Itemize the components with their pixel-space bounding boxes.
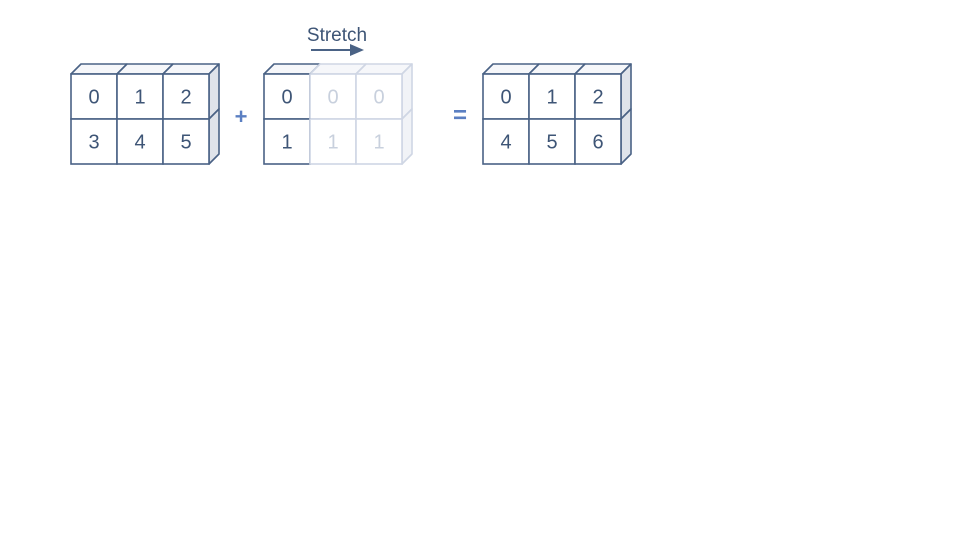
matrix-b-broadcast: 0 0 0 1 1 1 (263, 63, 413, 165)
cube-front-face (162, 73, 210, 120)
cube-front-face (162, 118, 210, 165)
cube-side-face (401, 108, 413, 165)
cube-front-face (70, 73, 118, 120)
cell-value: 4 (500, 132, 511, 154)
cube-front-face (116, 118, 164, 165)
cell-value: 0 (327, 87, 338, 109)
stretch-annotation: Stretch (307, 25, 367, 56)
cell-value: 0 (373, 87, 384, 109)
cell-value: 0 (281, 87, 292, 109)
cube-front-face (574, 73, 622, 120)
stretch-arrow-head (350, 44, 364, 56)
cell-value: 5 (180, 132, 191, 154)
equals-operator: = (453, 102, 467, 129)
cell-value: 3 (88, 132, 99, 154)
matrix-a: 0 1 2 3 4 5 (70, 63, 220, 165)
stretch-label: Stretch (307, 25, 367, 46)
matrix-result: 0 1 2 4 5 6 (482, 63, 632, 165)
cube-front-face (70, 118, 118, 165)
cell-value: 5 (546, 132, 557, 154)
cell-value: 2 (592, 87, 603, 109)
cell-value: 2 (180, 87, 191, 109)
cube-front-face (263, 118, 311, 165)
cube-front-face (355, 73, 403, 120)
cell-value: 1 (281, 132, 292, 154)
cell-value: 1 (546, 87, 557, 109)
cube-front-face (309, 73, 357, 120)
cube-front-face (116, 73, 164, 120)
cell-value: 1 (327, 132, 338, 154)
cell-value: 1 (373, 132, 384, 154)
cube-side-face (620, 108, 632, 165)
cell-value: 6 (592, 132, 603, 154)
plus-operator: + (235, 104, 248, 129)
cell-value: 0 (88, 87, 99, 109)
cube-front-face (355, 118, 403, 165)
cube-front-face (482, 73, 530, 120)
cube-side-face (208, 108, 220, 165)
cell-value: 1 (134, 87, 145, 109)
cube-front-face (482, 118, 530, 165)
cube-front-face (528, 118, 576, 165)
cube-front-face (574, 118, 622, 165)
cube-front-face (528, 73, 576, 120)
cell-value: 4 (134, 132, 145, 154)
cell-value: 0 (500, 87, 511, 109)
